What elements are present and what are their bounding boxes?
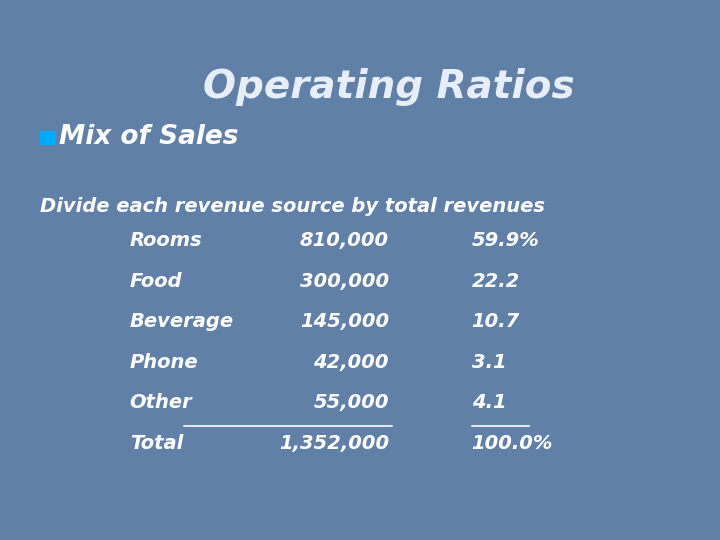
Text: 55,000: 55,000 xyxy=(313,393,389,412)
Text: 810,000: 810,000 xyxy=(300,231,389,250)
Text: 145,000: 145,000 xyxy=(300,312,389,331)
Text: 3.1: 3.1 xyxy=(472,353,506,372)
Text: Rooms: Rooms xyxy=(130,231,202,250)
Text: Operating Ratios: Operating Ratios xyxy=(203,68,575,105)
Text: 300,000: 300,000 xyxy=(300,272,389,291)
Text: Food: Food xyxy=(130,272,182,291)
Text: 100.0%: 100.0% xyxy=(472,434,553,453)
Text: Phone: Phone xyxy=(130,353,198,372)
Text: 4.1: 4.1 xyxy=(472,393,506,412)
Text: 22.2: 22.2 xyxy=(472,272,520,291)
Bar xyxy=(40,131,55,144)
Text: 1,352,000: 1,352,000 xyxy=(279,434,389,453)
Text: Mix of Sales: Mix of Sales xyxy=(60,124,239,150)
Text: 42,000: 42,000 xyxy=(313,353,389,372)
Text: 10.7: 10.7 xyxy=(472,312,520,331)
Text: 59.9%: 59.9% xyxy=(472,231,539,250)
Text: Divide each revenue source by total revenues: Divide each revenue source by total reve… xyxy=(40,197,544,216)
Text: Other: Other xyxy=(130,393,192,412)
Text: Total: Total xyxy=(130,434,183,453)
Text: Beverage: Beverage xyxy=(130,312,234,331)
